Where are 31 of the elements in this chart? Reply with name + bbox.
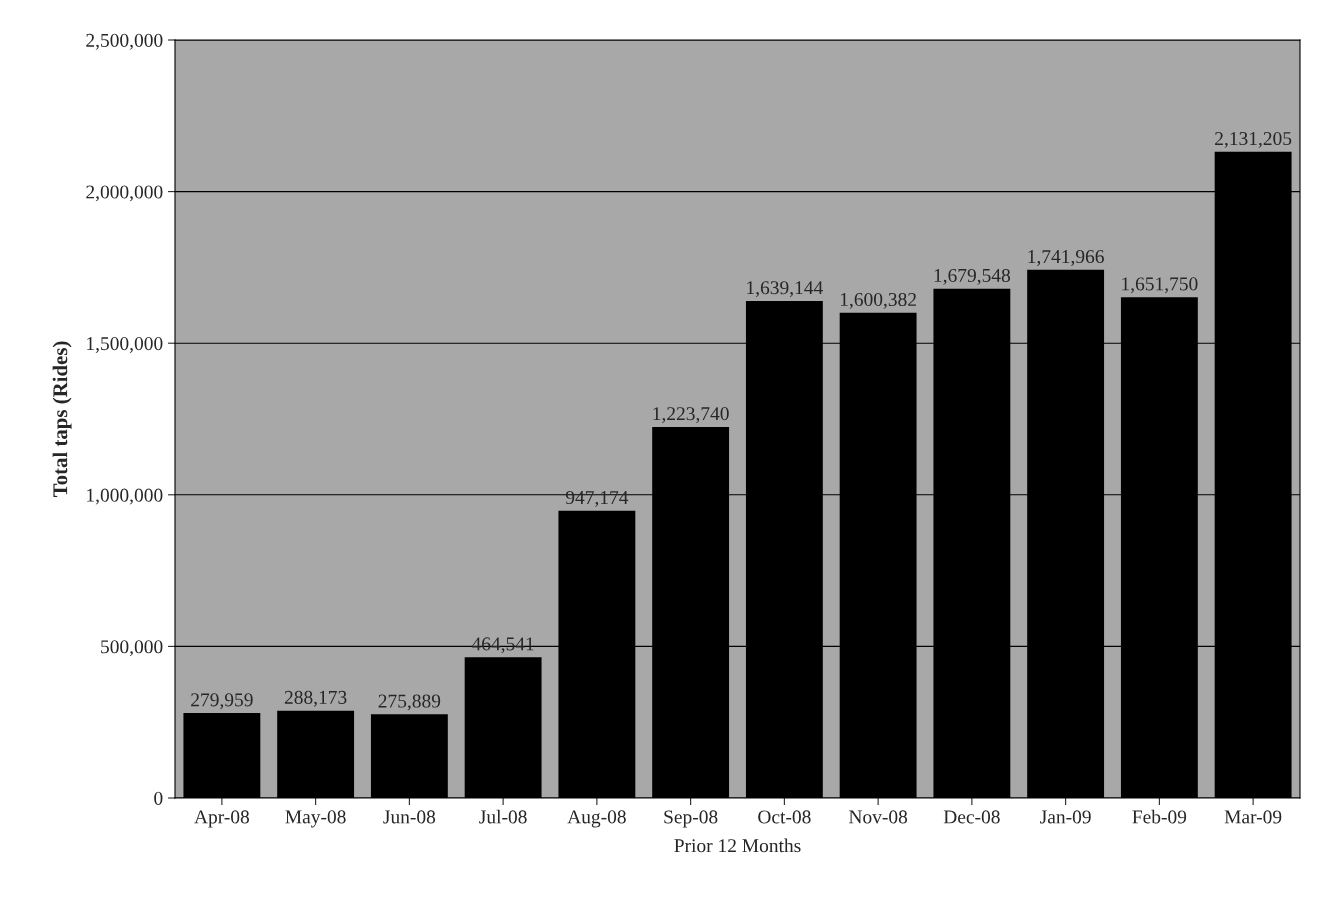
y-tick-label: 1,000,000 [87, 488, 163, 505]
x-tick-label: Nov-08 [848, 810, 908, 824]
x-tick-label: Oct-08 [758, 810, 811, 824]
x-tick-label: Mar-09 [1224, 810, 1282, 824]
data-label: 1,639,144 [747, 281, 823, 298]
data-label: 1,651,750 [1122, 277, 1198, 294]
y-tick-label: 1,500,000 [87, 337, 163, 353]
y-tick-label: 2,500,000 [86, 33, 163, 50]
data-label: 1,600,382 [840, 292, 916, 309]
x-tick-label: Jan-09 [1040, 810, 1091, 824]
x-tick-label: Apr-08 [194, 810, 250, 828]
y-tick-label: 2,000,000 [86, 185, 163, 202]
y-tick-label: 0 [154, 791, 163, 805]
x-tick-label: Sep-08 [664, 810, 718, 828]
data-label: 2,131,205 [1215, 131, 1292, 148]
data-label: 947,174 [565, 491, 629, 507]
data-label: 288,173 [284, 690, 347, 707]
x-tick-label: Aug-08 [567, 810, 626, 828]
data-label: 275,889 [378, 694, 441, 711]
y-tick-label: 500,000 [101, 640, 163, 657]
data-label: 1,741,966 [1028, 250, 1104, 266]
x-tick-label: Feb-09 [1132, 809, 1187, 824]
x-tick-label: Dec-08 [943, 810, 1000, 824]
x-tick-label: Jun-08 [383, 810, 436, 824]
data-label: 279,959 [191, 693, 253, 710]
data-label: 1,223,740 [653, 407, 729, 424]
x-tick-label: Jul-08 [479, 809, 527, 824]
data-label: 1,679,548 [934, 268, 1011, 285]
y-axis-title: Total taps (Rides) [52, 341, 72, 498]
x-axis-title: Prior 12 Months [674, 838, 801, 853]
x-tick-label: May-08 [285, 810, 346, 828]
